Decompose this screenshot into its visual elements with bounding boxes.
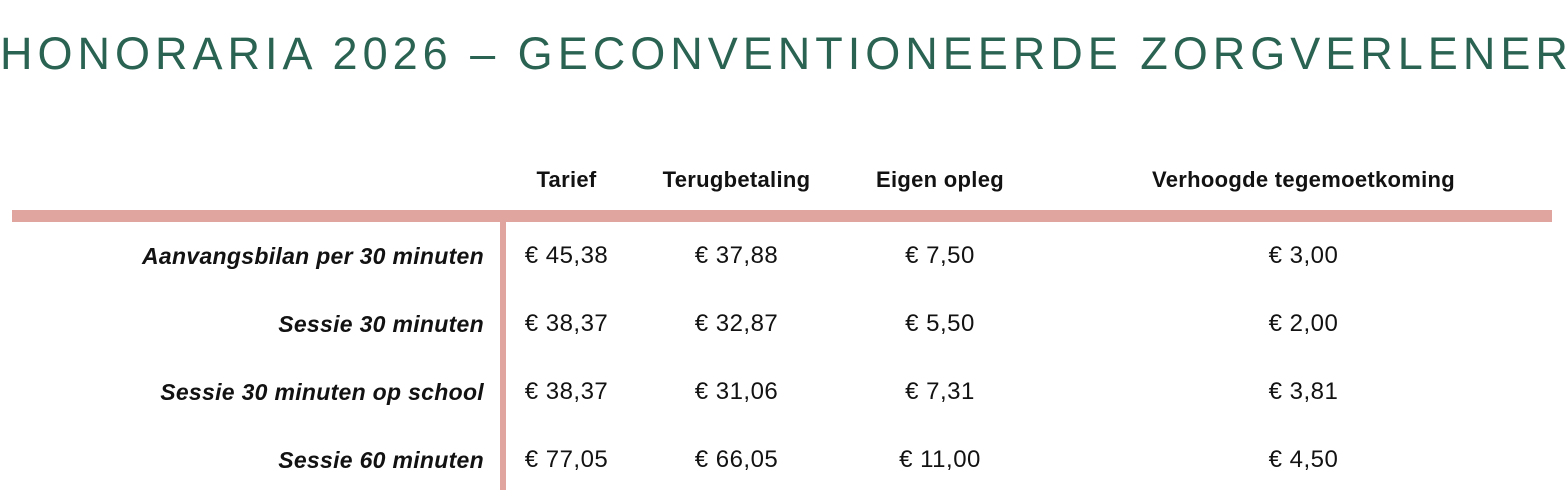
- table-body: Aanvangsbilan per 30 minuten € 45,38 € 3…: [0, 222, 1567, 494]
- table-row: Sessie 30 minuten € 38,37 € 32,87 € 5,50…: [0, 290, 1567, 358]
- cell-verhoogde-tegemoetkoming: € 2,00: [1268, 310, 1339, 337]
- table-header-row: Tarief Terugbetaling Eigen opleg Verhoog…: [0, 160, 1567, 200]
- cell-eigen-opleg: € 7,50: [905, 242, 975, 269]
- cell-tarief: € 38,37: [524, 310, 609, 337]
- cell-verhoogde-tegemoetkoming: € 3,81: [1268, 378, 1339, 405]
- table-row: Aanvangsbilan per 30 minuten € 45,38 € 3…: [0, 222, 1567, 290]
- table-row: Sessie 60 minuten € 77,05 € 66,05 € 11,0…: [0, 426, 1567, 494]
- page-title: HONORARIA 2026 – GECONVENTIONEERDE ZORGV…: [0, 28, 1567, 79]
- column-header-eigen-opleg: Eigen opleg: [876, 167, 1004, 192]
- row-label: Aanvangsbilan per 30 minuten: [142, 242, 484, 269]
- cell-terugbetaling: € 66,05: [694, 446, 779, 473]
- cell-terugbetaling: € 31,06: [694, 378, 779, 405]
- cell-terugbetaling: € 37,88: [694, 242, 779, 269]
- row-label: Sessie 30 minuten: [278, 310, 484, 337]
- row-label: Sessie 30 minuten op school: [160, 378, 484, 405]
- cell-tarief: € 77,05: [524, 446, 609, 473]
- cell-tarief: € 45,38: [524, 242, 609, 269]
- cell-verhoogde-tegemoetkoming: € 4,50: [1268, 446, 1339, 473]
- cell-verhoogde-tegemoetkoming: € 3,00: [1268, 242, 1339, 269]
- cell-tarief: € 38,37: [524, 378, 609, 405]
- cell-eigen-opleg: € 11,00: [899, 446, 981, 473]
- column-header-tarief: Tarief: [536, 167, 597, 192]
- column-header-terugbetaling: Terugbetaling: [662, 167, 811, 192]
- cell-eigen-opleg: € 7,31: [905, 378, 975, 405]
- column-header-verhoogde-tegemoetkoming: Verhoogde tegemoetkoming: [1151, 167, 1456, 192]
- vertical-divider: [500, 222, 506, 490]
- horizontal-divider: [12, 210, 1552, 222]
- cell-eigen-opleg: € 5,50: [905, 310, 975, 337]
- table-row: Sessie 30 minuten op school € 38,37 € 31…: [0, 358, 1567, 426]
- cell-terugbetaling: € 32,87: [694, 310, 779, 337]
- row-label: Sessie 60 minuten: [278, 446, 484, 473]
